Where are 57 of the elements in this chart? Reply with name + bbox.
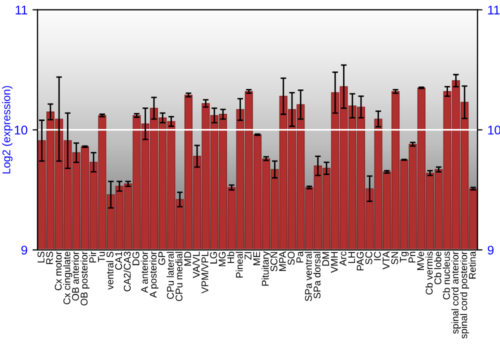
x-tick-label: LG — [210, 252, 217, 264]
x-tick-label: Cx motor — [54, 251, 62, 290]
x-tick-label: SC — [365, 252, 372, 264]
x-tick-label: SCN — [270, 252, 278, 272]
x-tick-label: Tg — [400, 252, 409, 262]
x-tick-label: SO — [288, 252, 295, 265]
x-tick-label: MD — [184, 252, 191, 266]
x-tick-label: SPa dorsal — [313, 252, 320, 298]
x-tick-label: Pa — [296, 251, 304, 262]
x-tick-label: SN — [391, 252, 398, 264]
x-tick-label: A posterior — [149, 251, 158, 298]
x-tick-label: VPM/VPL — [201, 252, 208, 294]
y2-tick-label: 11 — [488, 6, 500, 14]
x-tick-label: DG — [132, 252, 140, 266]
x-tick-label: VMH — [330, 252, 338, 273]
x-tick-label: CPu lateral — [166, 252, 174, 299]
x-tick-label: VA/VL — [192, 252, 200, 278]
x-tick-label: ZI — [244, 252, 252, 260]
x-tick-label: RS — [46, 252, 54, 264]
x-tick-label: Cb lobe — [434, 252, 442, 284]
x-tick-label: Pituitary — [262, 251, 271, 286]
x-tick-label: CA1 — [115, 252, 122, 270]
y-tick-label: 11 — [16, 6, 28, 14]
x-tick-label: LS — [38, 252, 44, 262]
x-tick-label: spinal cord posterior — [460, 251, 470, 339]
x-tick-label: ME — [253, 252, 260, 266]
x-tick-label: PAG — [356, 252, 364, 270]
x-tick-label: MPA — [279, 251, 286, 271]
x-tick-label: Tu — [98, 252, 105, 262]
x-tick-label: OB posterior — [80, 251, 90, 306]
x-tick-label: CA2/CA3 — [124, 252, 131, 292]
x-tick-label: Cb vermis — [426, 252, 433, 295]
x-tick-label: ventral S — [106, 252, 114, 290]
x-tick-label: CPu medial — [175, 252, 182, 302]
x-tick-label: Hb — [227, 252, 234, 263]
x-tick-label: A anterior — [140, 251, 148, 293]
x-tick-label: OB anterior — [72, 251, 79, 301]
x-tick-label: Pir — [89, 251, 96, 262]
x-tick-label: MG — [218, 252, 226, 266]
x-tick-label: Cx cingulate — [63, 252, 72, 304]
x-tick-label: Retina — [468, 251, 476, 279]
x-tick-label: DM — [322, 252, 330, 266]
y-tick-label: 9 — [21, 246, 28, 255]
x-tick-label: Arc — [340, 252, 346, 266]
x-tick-label: GP — [158, 252, 166, 265]
x-tick-label: spinal cord anterior — [451, 251, 460, 334]
x-tick-label: LH — [348, 252, 355, 263]
x-tick-label: VTA — [382, 251, 390, 270]
x-tick-label: Pineal — [236, 252, 243, 278]
y-axis-title: Log2 (expression) — [2, 86, 12, 174]
y2-tick-label: 9 — [488, 246, 494, 255]
x-tick-label: Cb nucleus — [442, 252, 450, 300]
x-tick-label: MVe — [417, 252, 424, 270]
x-tick-label: Pn — [408, 252, 416, 262]
y-tick-label: 10 — [14, 126, 28, 134]
x-tick-label: IC — [374, 252, 381, 260]
x-tick-label: SPa ventral — [304, 252, 312, 302]
